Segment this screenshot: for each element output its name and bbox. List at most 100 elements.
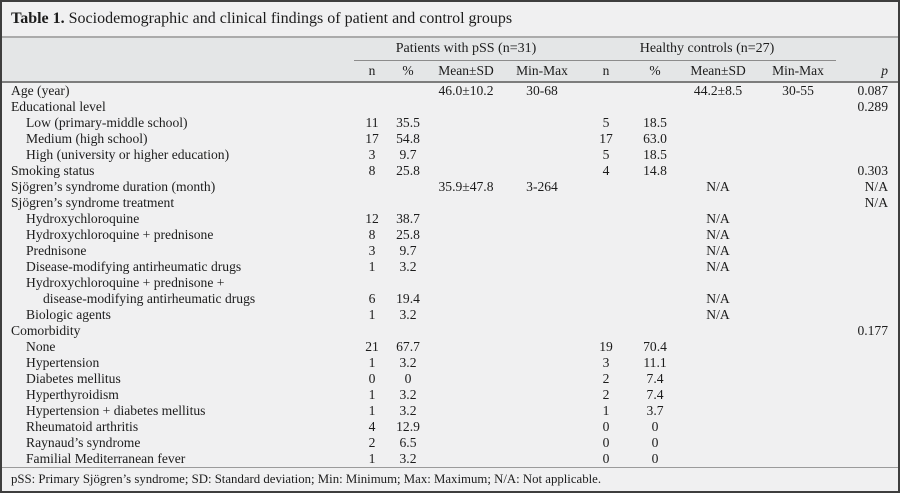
cell-p-value (836, 355, 898, 371)
cell-p-value (836, 211, 898, 227)
cell-value (760, 227, 836, 243)
cell-value (506, 307, 578, 323)
cell-value (578, 291, 634, 307)
cell-value (760, 451, 836, 467)
cell-value (426, 323, 506, 339)
cell-value (506, 131, 578, 147)
table-row: High (university or higher education) 3 9.… (2, 147, 898, 163)
row-label: Hydroxychloroquine (26, 211, 140, 226)
table-header: Patients with pSS (n=31) Healthy control… (2, 38, 898, 83)
cell-value (760, 339, 836, 355)
table-footnote: pSS: Primary Sjögren’s syndrome; SD: Sta… (2, 467, 898, 490)
cell-p-value: 0.087 (857, 83, 889, 98)
cell-value: 19 (599, 339, 613, 354)
cell-p-value (836, 435, 898, 451)
cell-value: N/A (706, 211, 730, 226)
row-label: Smoking status (11, 163, 95, 178)
cell-value (676, 163, 760, 179)
cell-value (676, 275, 760, 291)
group-header-row: Patients with pSS (n=31) Healthy control… (2, 38, 898, 61)
cell-value (354, 195, 390, 211)
cell-value (506, 355, 578, 371)
cell-value (506, 419, 578, 435)
cell-value: 4 (368, 419, 376, 434)
table-row: Biologic agents 1 3.2 N/A (2, 307, 898, 323)
cell-value (426, 243, 506, 259)
cell-p-value (836, 387, 898, 403)
col-head-controls-mean-sd: Mean±SD (676, 60, 761, 83)
cell-value: N/A (706, 307, 730, 322)
cell-value (578, 323, 634, 339)
table-row: Hyperthyroidism 1 3.2 2 7.4 (2, 387, 898, 403)
cell-value: 1 (368, 451, 376, 466)
row-label: Diabetes mellitus (26, 371, 121, 386)
cell-value: 2 (368, 435, 376, 450)
cell-value (760, 131, 836, 147)
row-label: Hyperthyroidism (26, 387, 119, 402)
table-row: Age (year) 46.0±10.2 30-68 44.2±8.5 30-55 0.0… (2, 82, 898, 99)
col-head-patients-n: n (354, 60, 390, 83)
cell-p-value (836, 147, 898, 163)
cell-value: 6 (368, 291, 376, 306)
cell-value (506, 435, 578, 451)
table-body: Age (year) 46.0±10.2 30-68 44.2±8.5 30-55 0.0… (2, 82, 898, 467)
cell-p-value: N/A (864, 195, 889, 210)
cell-value (676, 371, 760, 387)
cell-value (426, 115, 506, 131)
cell-value: 8 (368, 227, 376, 242)
cell-value (390, 99, 426, 115)
cell-value: 18.5 (643, 147, 667, 162)
cell-value: N/A (706, 259, 730, 274)
cell-value (506, 275, 578, 291)
cell-value (426, 291, 506, 307)
cell-value (634, 275, 676, 291)
cell-p-value (836, 275, 898, 291)
cell-value: 1 (602, 403, 610, 418)
col-head-p-value: p (836, 60, 898, 83)
cell-value (506, 371, 578, 387)
cell-value: 3.2 (399, 451, 417, 466)
cell-value: 1 (368, 403, 376, 418)
cell-value (426, 371, 506, 387)
cell-value (506, 323, 578, 339)
row-label: None (26, 339, 56, 354)
cell-value (760, 147, 836, 163)
cell-value (760, 115, 836, 131)
cell-value (634, 82, 676, 99)
table-title: Table 1. Sociodemographic and clinical f… (2, 2, 898, 38)
col-head-controls-min-max: Min-Max (760, 60, 837, 83)
cell-p-value (836, 259, 898, 275)
cell-value (390, 323, 426, 339)
cell-value (426, 259, 506, 275)
cell-p-value (836, 291, 898, 307)
cell-value: 3 (368, 243, 376, 258)
cell-value (676, 195, 760, 211)
patients-group-header: Patients with pSS (n=31) (354, 38, 579, 61)
cell-value (426, 195, 506, 211)
cell-value (506, 147, 578, 163)
col-head-controls-n: n (578, 60, 635, 83)
cell-value (354, 82, 390, 99)
cell-value (760, 323, 836, 339)
table-caption: Sociodemographic and clinical findings o… (68, 10, 513, 27)
cell-value (676, 387, 760, 403)
cell-value (676, 115, 760, 131)
cell-value: 67.7 (396, 339, 420, 354)
table-row: Comorbidity 0.177 (2, 323, 898, 339)
col-head-controls-pct: % (634, 60, 677, 83)
cell-value (578, 307, 634, 323)
cell-value: 3 (602, 355, 610, 370)
data-table: Patients with pSS (n=31) Healthy control… (2, 38, 898, 467)
cell-value: 30-55 (782, 83, 814, 98)
row-label: Disease-modifying antirheumatic drugs (26, 259, 242, 274)
cell-value: 12 (365, 211, 379, 226)
table-number: Table 1. (11, 10, 65, 27)
col-head-patients-pct: % (390, 60, 426, 83)
cell-value (578, 259, 634, 275)
cell-value (506, 259, 578, 275)
table-row: Rheumatoid arthritis 4 12.9 0 0 (2, 419, 898, 435)
cell-value: 2 (602, 371, 610, 386)
cell-value: 3-264 (526, 179, 558, 194)
cell-value (634, 211, 676, 227)
